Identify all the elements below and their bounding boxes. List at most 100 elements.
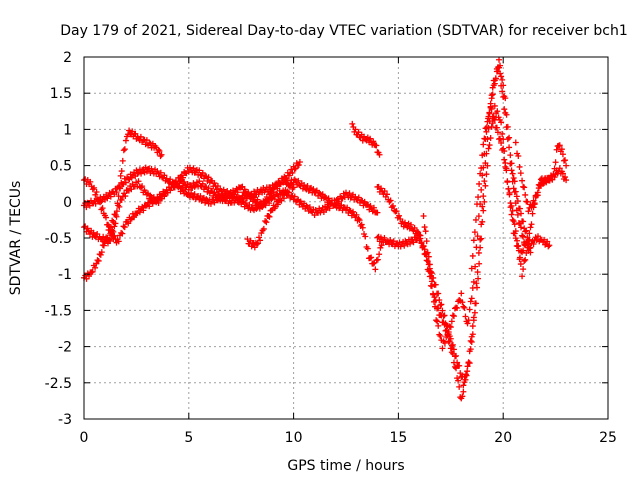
data-point	[381, 234, 388, 241]
data-point	[254, 196, 261, 203]
data-point	[411, 224, 418, 231]
data-point	[510, 218, 517, 225]
data-point	[357, 134, 364, 141]
data-point	[438, 312, 445, 319]
data-point	[196, 178, 203, 185]
data-point	[507, 200, 514, 207]
data-point	[294, 197, 301, 204]
data-point	[334, 200, 341, 207]
data-point	[480, 141, 487, 148]
data-point	[448, 318, 455, 325]
data-point	[483, 124, 490, 131]
data-point	[512, 188, 519, 195]
data-point	[528, 204, 535, 211]
y-tick-label: 2	[63, 50, 72, 66]
data-point	[456, 297, 463, 304]
data-point	[352, 126, 359, 133]
data-point	[474, 201, 480, 208]
data-point	[506, 144, 513, 151]
data-point	[476, 260, 483, 267]
data-point	[556, 142, 563, 149]
series-track-12	[512, 139, 570, 215]
data-point	[563, 162, 570, 169]
data-point	[509, 170, 516, 177]
data-point	[502, 163, 509, 170]
y-axis-title: SDTVAR / TECUs	[8, 181, 24, 296]
data-point	[253, 241, 260, 248]
series-track-1	[81, 158, 303, 282]
data-point	[526, 236, 533, 243]
data-point	[422, 228, 429, 235]
data-point	[498, 139, 505, 146]
data-point	[432, 303, 439, 310]
data-point	[373, 257, 380, 264]
data-point	[471, 229, 478, 236]
data-point	[344, 204, 351, 211]
data-point	[155, 196, 162, 203]
data-point	[524, 198, 531, 205]
data-point	[546, 242, 553, 249]
data-point	[233, 194, 240, 201]
data-point	[188, 190, 195, 197]
data-point	[516, 163, 523, 170]
data-point	[519, 232, 526, 239]
data-point	[522, 191, 529, 198]
y-tick-label: 1	[63, 122, 72, 138]
data-point	[498, 73, 505, 80]
data-point	[508, 160, 515, 167]
data-point	[521, 184, 528, 191]
data-point	[466, 348, 473, 355]
data-point	[355, 194, 362, 201]
data-point	[438, 301, 445, 308]
data-point	[478, 186, 485, 193]
data-point	[491, 116, 498, 123]
data-point	[113, 208, 120, 215]
data-point	[260, 225, 267, 232]
data-point	[505, 185, 512, 192]
data-point	[262, 218, 269, 225]
data-point	[122, 137, 129, 144]
data-point	[287, 181, 294, 188]
data-point	[137, 133, 144, 140]
data-point	[500, 145, 507, 152]
data-point	[359, 224, 366, 231]
data-point	[257, 237, 264, 244]
data-point	[372, 266, 379, 273]
data-point	[493, 124, 500, 131]
data-point	[376, 251, 383, 258]
data-points	[81, 56, 570, 402]
data-point	[156, 148, 163, 155]
series-track-8	[374, 102, 530, 389]
data-point	[508, 211, 515, 218]
data-point	[296, 158, 303, 165]
data-point	[471, 309, 478, 316]
data-point	[245, 189, 252, 196]
data-point	[443, 333, 450, 340]
data-point	[304, 183, 311, 190]
data-point	[507, 152, 514, 159]
data-point	[118, 196, 125, 203]
grid-lines	[84, 57, 608, 419]
data-point	[520, 266, 527, 273]
data-point	[427, 273, 434, 280]
data-point	[447, 324, 454, 331]
data-point	[449, 350, 456, 357]
data-point	[501, 106, 508, 113]
data-point	[135, 178, 142, 185]
data-point	[487, 135, 494, 142]
data-point	[106, 223, 113, 230]
data-point	[368, 254, 375, 261]
data-point	[127, 216, 134, 223]
data-point	[456, 383, 463, 390]
data-point	[407, 221, 414, 228]
data-point	[526, 230, 533, 237]
data-point	[98, 249, 105, 256]
data-point	[139, 183, 146, 190]
data-point	[426, 265, 433, 272]
data-point	[544, 238, 551, 245]
data-point	[109, 217, 116, 224]
data-point	[295, 161, 302, 168]
data-point	[262, 202, 269, 209]
data-point	[562, 174, 569, 181]
series-track-10	[420, 56, 553, 352]
